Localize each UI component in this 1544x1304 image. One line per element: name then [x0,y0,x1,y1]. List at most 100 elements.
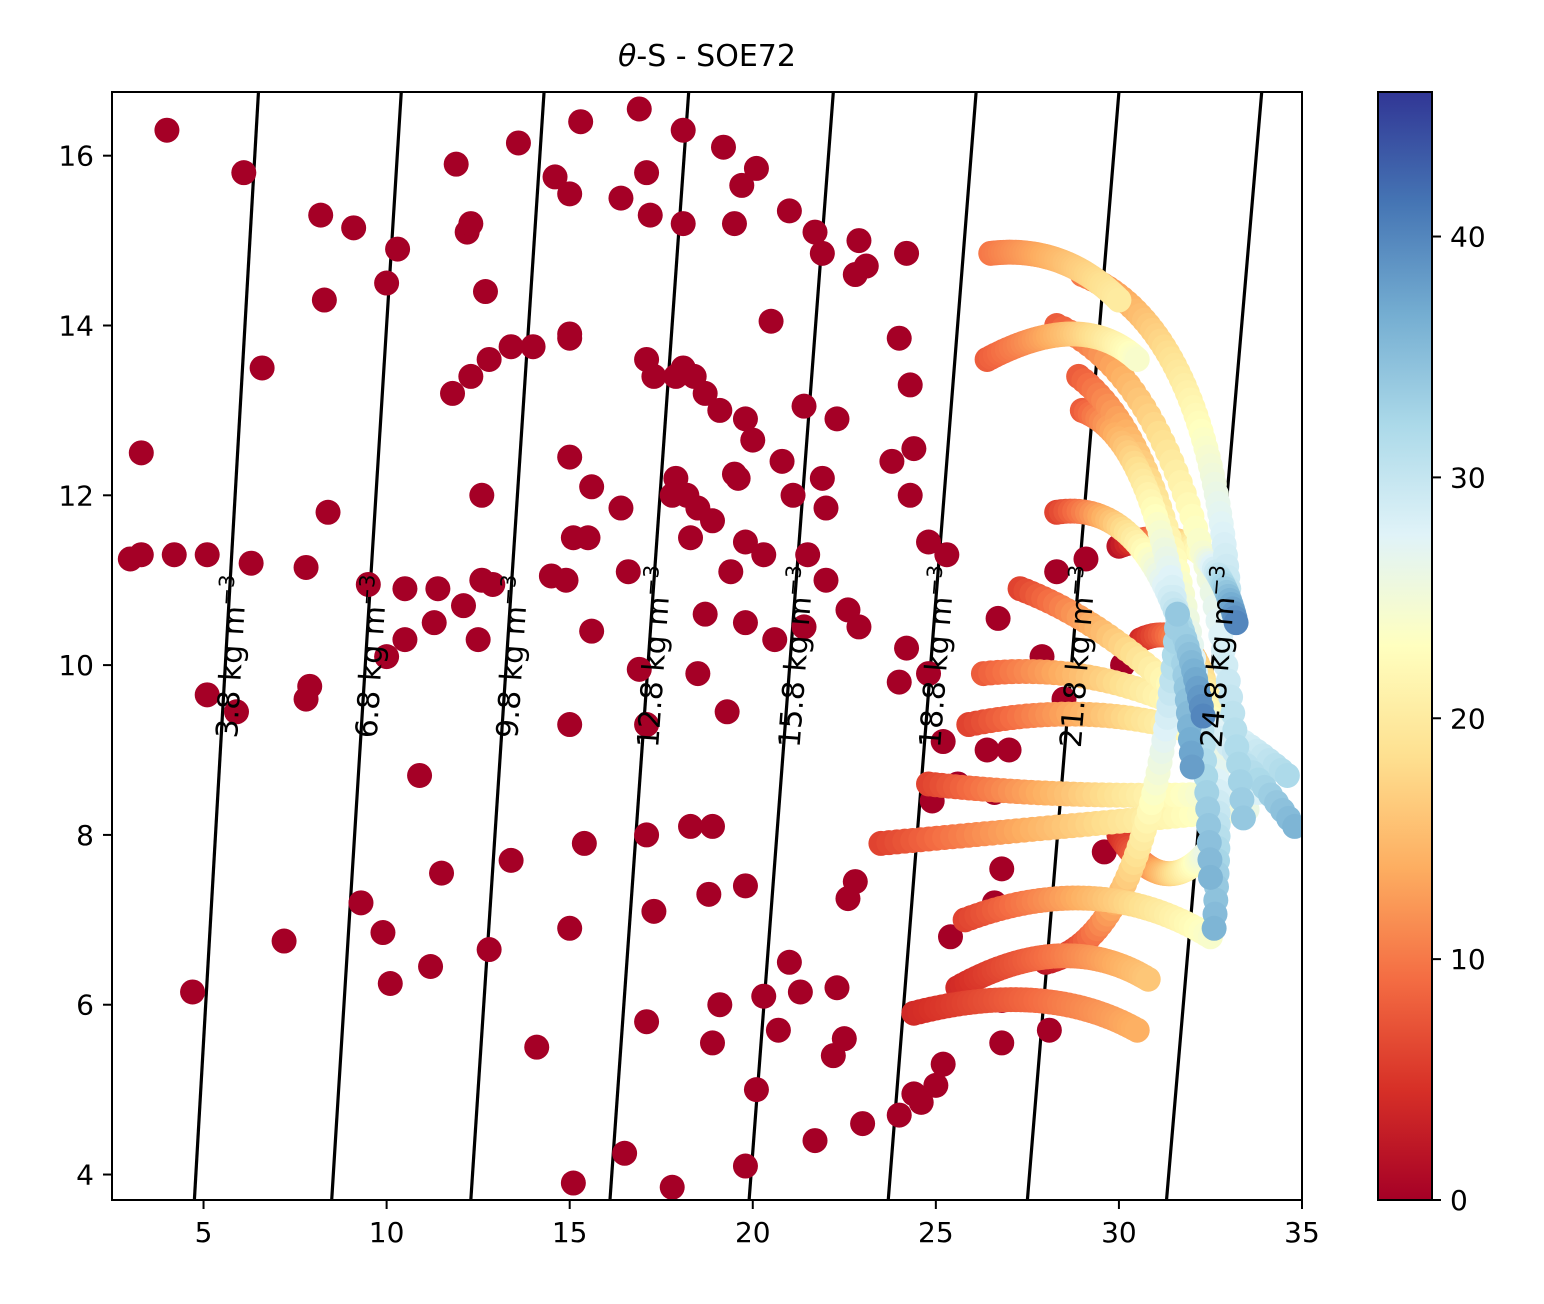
scatter-point [732,406,758,432]
scatter-point [802,219,828,245]
scatter-point [579,474,605,500]
scatter-point [311,287,337,313]
scatter-point [692,601,718,627]
scatter-point [392,627,418,653]
scatter-point [846,228,872,254]
isopycnal-label-text: 24.8 kg m−3 [1190,564,1244,749]
scatter-point [916,529,942,555]
scatter-point [678,525,704,551]
scatter-point [560,1170,586,1196]
x-axis: 5 10 15 20 25 30 35 [195,1200,1320,1249]
scatter-point [451,593,477,619]
isopycnal-label-text: 9.8 kg m−3 [486,574,536,740]
scatter-point [699,508,725,534]
scatter-point [1190,703,1216,729]
scatter-point [1201,915,1227,941]
scatter-point [425,576,451,602]
scatter-point [1091,839,1117,865]
x-tick-label: 30 [1101,1216,1137,1249]
title-symbol: θ [618,39,636,74]
scatter-point [989,1030,1015,1056]
scatter-point [721,211,747,237]
scatter-point [809,465,835,491]
scatter-point [1230,805,1256,831]
scatter-point [813,567,839,593]
scatter-point [934,542,960,568]
scatter-point [853,253,879,279]
scatter-point [440,380,466,406]
scatter-point [194,682,220,708]
scatter-point [1197,847,1223,873]
scatter-point [1274,762,1300,788]
scatter-point [271,928,297,954]
scatter-point [714,699,740,725]
y-tick-label: 12 [58,479,94,512]
scatter-point [641,898,667,924]
scatter-point [571,830,597,856]
isopycnal-line [192,92,261,1200]
y-tick-label: 16 [58,140,94,173]
scatter-point [231,160,257,186]
scatter-point [626,96,652,122]
chart-title: θ-S - SOE72 [618,39,796,74]
scatter-point [850,1111,876,1137]
scatter-point [696,881,722,907]
title-rest: -S - SOE72 [636,39,796,74]
scatter-point [498,334,524,360]
isopycnal-label-text: 15.8 kg m−3 [769,564,822,749]
scatter-point [348,890,374,916]
isopycnal-label: 9.8 kg m−3 [486,574,536,740]
scatter-point [634,712,660,738]
scatter-point [293,554,319,580]
scatter-point [989,856,1015,882]
isopycnal-label: 15.8 kg m−3 [769,564,822,749]
scatter-point [886,669,912,695]
scatter-point [374,270,400,296]
scatter-point [161,542,187,568]
isopycnal-line [747,92,835,1200]
scatter-point [315,499,341,525]
scatter-point [937,924,963,950]
scatter-point [557,712,583,738]
scatter-point [824,406,850,432]
scatter-point [480,571,506,597]
scatter-point [776,198,802,224]
scatter-point [1124,1017,1150,1043]
scatter-point [692,380,718,406]
scatter-point [765,1017,791,1043]
scatter-point [1229,787,1255,813]
colorbar-axis: 0 10 20 30 40 [1432,221,1486,1217]
scatter-point [974,737,1000,763]
scatter-point [1197,864,1223,890]
scatter-point [751,542,777,568]
scatter-point [407,762,433,788]
scatter-point [377,970,403,996]
scatter-point [831,1026,857,1052]
scatter-point [1106,287,1132,313]
isopycnal-label: 6.8 kg m−3 [350,574,393,740]
scatter-point [791,614,817,640]
scatter-point [930,729,956,755]
scatter-point [659,1174,685,1200]
scatter-point [626,656,652,682]
scatter-point [341,215,367,241]
scatter-point [824,975,850,1001]
isopycnal-label: 12.8 kg m−3 [631,564,677,749]
scatter-point [634,822,660,848]
scatter-point [732,529,758,555]
scatter-point [1073,546,1099,572]
scatter-point [897,372,923,398]
isopycnal-line [608,92,691,1200]
scatter-point [194,542,220,568]
scatter-point [634,1009,660,1035]
scatter-point [476,346,502,372]
scatter-point [443,151,469,177]
scatter-point [608,495,634,521]
scatter-point [718,559,744,585]
scatter-point [524,1034,550,1060]
scatter-point [1036,1017,1062,1043]
x-tick-label: 5 [195,1216,213,1249]
colorbar-tick-label: 0 [1450,1184,1468,1217]
scatter-point [894,240,920,266]
